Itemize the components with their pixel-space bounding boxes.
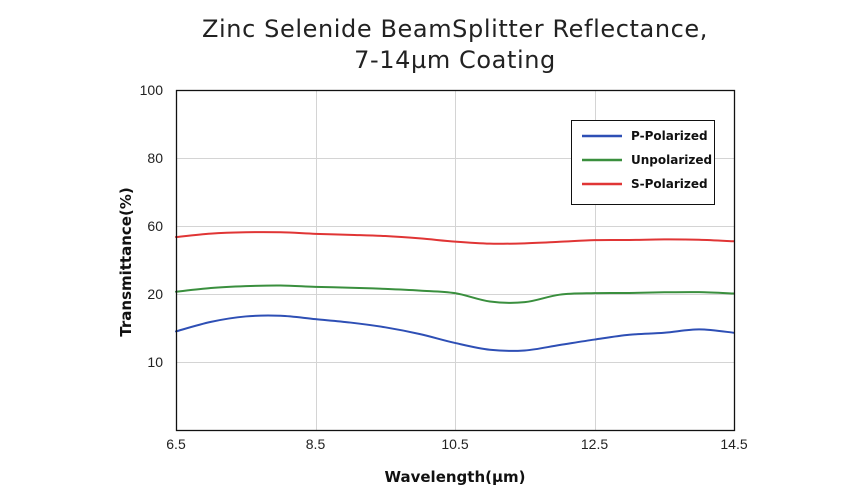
legend: P-Polarized Unpolarized S-Polarized xyxy=(571,120,715,205)
y-tick-label: 100 xyxy=(140,82,164,98)
x-tick-label: 10.5 xyxy=(441,436,468,452)
chart-title: Zinc Selenide BeamSplitter Reflectance, … xyxy=(0,14,850,76)
x-tick-label: 14.5 xyxy=(720,436,747,452)
series-line-p-polarized xyxy=(175,314,735,352)
y-tick-label: 10 xyxy=(147,354,163,370)
x-tick-label: 8.5 xyxy=(306,436,326,452)
legend-label-p-polarized: P-Polarized xyxy=(631,129,708,143)
legend-label-s-polarized: S-Polarized xyxy=(631,177,708,191)
series-line-unpolarized xyxy=(175,284,735,304)
series-line-s-polarized xyxy=(175,231,735,245)
x-tick-label: 6.5 xyxy=(166,436,186,452)
x-axis-label: Wavelength(µm) xyxy=(384,468,525,486)
tick-labels: 6.5 8.5 10.5 12.5 14.5 10 20 60 80 100 xyxy=(140,82,748,452)
series-lines xyxy=(175,231,735,352)
legend-label-unpolarized: Unpolarized xyxy=(631,153,712,167)
chart-title-line-2: 7-14µm Coating xyxy=(354,46,556,74)
y-tick-label: 20 xyxy=(147,286,163,302)
x-tick-label: 12.5 xyxy=(581,436,608,452)
y-tick-label: 80 xyxy=(147,150,163,166)
plot-frame xyxy=(175,89,736,432)
y-tick-label: 60 xyxy=(147,218,163,234)
legend-box xyxy=(571,120,715,205)
chart-title-line-1: Zinc Selenide BeamSplitter Reflectance, xyxy=(201,15,709,43)
y-axis-label: Transmittance(%) xyxy=(117,187,135,336)
